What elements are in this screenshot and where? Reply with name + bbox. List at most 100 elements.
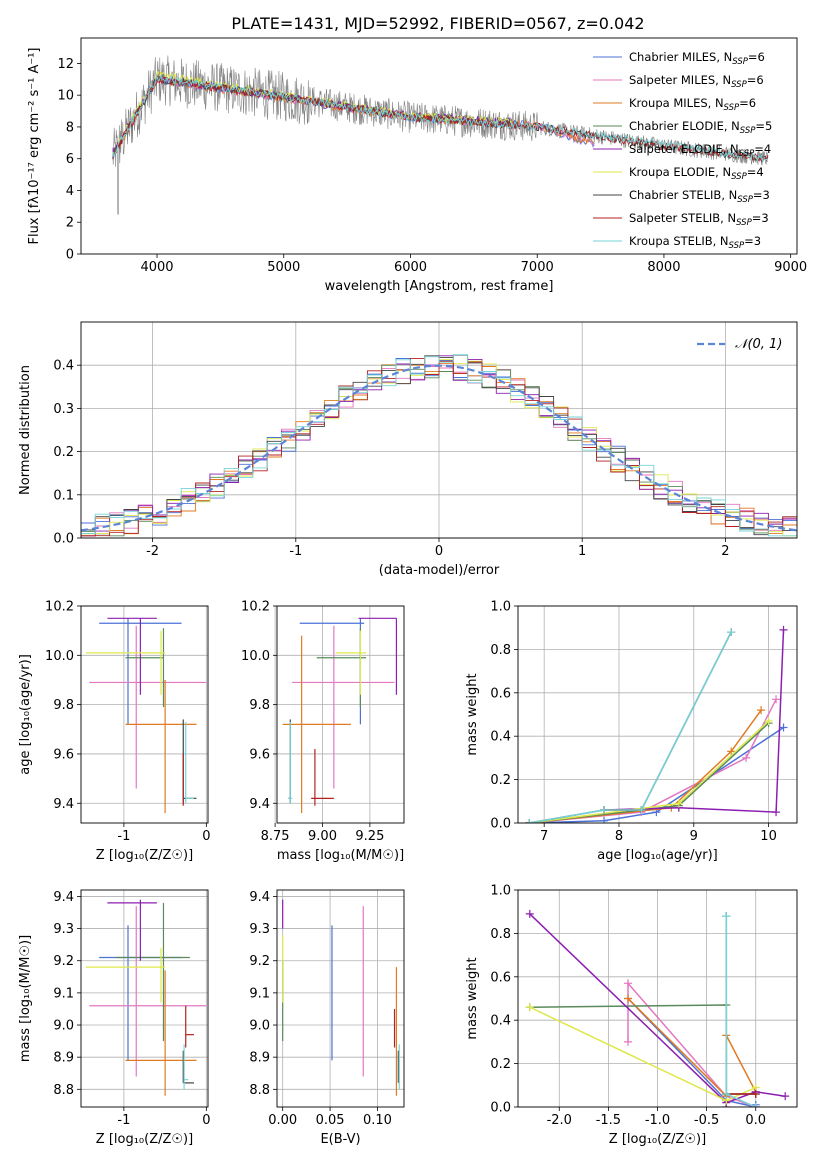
x-tick-label: 9.00 [308,829,337,844]
y-tick-label: 9.6 [249,747,270,762]
mass-weight-marker [781,1092,790,1101]
mass-weight-marker [525,1003,534,1012]
legend-label: Salpeter ELODIE, NSSP=4 [629,142,771,159]
x-tick-label: 0.10 [363,1113,392,1128]
y-tick-label: 0.2 [490,773,511,788]
errorbar-point-3 [125,628,165,708]
panel-age_vs_mass: 8.75 9.00 9.25 9.4 9.6 9.8 10.0 10.2 mass [log₁₀… [241,600,405,863]
legend-label-sub: SSP [740,126,756,136]
legend-label-sub: SSP [731,172,747,182]
y-tick-label: 0.2 [53,445,74,460]
y-axis-label: mass weight [465,957,480,1039]
y-tick-label: 8 [66,120,74,135]
x-tick-label: 8000 [647,260,680,275]
panel-residuals: -2 -1 0 1 2 0.0 0.1 0.2 0.3 0.4 (data-model)/error… [18,321,798,578]
mass-weight-line-1 [627,981,756,1107]
x-tick-label: 9.25 [355,829,384,844]
x-tick-label: -0.5 [694,1113,719,1128]
y-tick-label: 9.4 [53,890,74,905]
x-tick-label: -1 [117,829,130,844]
y-tick-label: 9.4 [53,797,74,812]
y-tick-label: 8.9 [249,1051,270,1066]
legend-label-tail: =5 [755,119,772,133]
grid-massweight_vs_Z [518,889,797,1108]
mass-weight-marker [624,979,633,988]
legend-label-base: Chabrier MILES, N [629,50,732,64]
legend-label-tail: =4 [747,165,764,179]
x-tick-label: 10 [760,829,777,844]
legend-label: Salpeter MILES, NSSP=6 [629,73,764,90]
errorbar-point-5 [85,630,166,695]
mass-weight-marker [772,695,781,704]
x-tick-label: 5000 [267,260,300,275]
normal-legend-label: 𝒩(0, 1) [735,337,782,352]
legend-label-base: Kroupa STELIB, N [629,234,729,248]
x-tick-label: -1.5 [596,1113,621,1128]
legend-label-tail: =4 [754,142,771,156]
y-tick-label: 9.1 [53,986,74,1001]
x-axis-label: (data-model)/error [379,563,500,578]
errorbar-point-7 [311,749,334,806]
errorbar-point-8 [183,1044,189,1090]
legend-label-base: Chabrier STELIB, N [629,188,737,202]
y-tick-label: 9.8 [53,698,74,713]
x-tick-label: -1 [117,1113,130,1128]
y-axis-label: mass weight [465,673,480,755]
y-tick-label: 8.8 [249,1083,270,1098]
x-axis-label: Z [log₁₀(Z/Z☉)] [96,848,193,863]
mass-weight-marker [742,753,751,762]
legend-label-tail: =3 [752,211,769,225]
y-tick-label: 9.0 [249,1019,270,1034]
y-axis-label: mass [log₁₀(M/M☉)] [18,935,33,1062]
x-tick-label: -2.0 [547,1113,572,1128]
mass-weight-marker [779,723,788,732]
x-tick-label: 2 [721,544,729,559]
x-tick-label: 0.0 [745,1113,766,1128]
mass-weight-marker [779,625,788,634]
y-tick-label: 0.4 [490,1014,511,1029]
y-tick-label: 9.2 [249,954,270,969]
y-tick-label: 1.0 [490,600,511,615]
mass-weight-marker [525,909,534,918]
legend-label-base: Salpeter ELODIE, N [629,142,739,156]
legend-label-base: Salpeter MILES, N [629,73,731,87]
axes-frame [80,889,209,1108]
x-tick-label: 8 [615,829,623,844]
x-tick-label: 6000 [394,260,427,275]
panel-mass_vs_Z: -1 0 8.8 8.9 9.0 9.1 9.2 9.3 9.4 Z [log₁₀(Z/Z☉)] m… [18,889,210,1147]
legend-label-tail: =6 [748,50,765,64]
legend-label: Kroupa ELODIE, NSSP=4 [629,165,764,182]
legend-label-sub: SSP [737,195,753,205]
panel-age_vs_Z: -1 0 9.4 9.6 9.8 10.0 10.2 Z [log₁₀(Z/Z☉)] age [… [18,600,210,864]
legend-label-tail: =6 [739,96,756,110]
y-axis-label: Flux [fλ10⁻¹⁷ erg cm⁻² s⁻¹ A⁻¹] [27,48,42,245]
histogram-step-7 [81,358,797,537]
errorbar-point-3 [115,902,190,1042]
x-axis-label: E(B-V) [320,1132,360,1147]
mass-weight-marker [727,747,736,756]
mass-weight-marker [757,706,766,715]
mass-weight-marker [637,805,646,814]
grid-age_vs_Z [81,605,208,823]
legend-label: Salpeter STELIB, NSSP=3 [629,211,769,228]
x-tick-label: 9000 [774,260,807,275]
y-tick-label: 8.9 [53,1051,74,1066]
x-axis-label: mass [log₁₀(M/M☉)] [277,848,404,863]
y-tick-label: 0.6 [490,686,511,701]
mass-weight-marker [772,808,781,817]
errorbar-point-5 [335,630,367,695]
x-tick-label: 7000 [521,260,554,275]
y-tick-label: 10.0 [241,649,270,664]
x-tick-label: 8.75 [261,829,290,844]
mass-weight-marker [624,994,633,1003]
spectrum-model-line-8 [112,74,769,164]
errorbar-point-8 [185,721,194,804]
y-tick-label: 10.2 [241,600,270,615]
x-tick-label: 9 [690,829,698,844]
y-tick-label: 9.2 [53,954,74,969]
mass-weight-marker [764,717,773,726]
legend-label-sub: SSP [736,218,752,228]
panels: 4000 5000 6000 7000 8000 9000024681012wavelen… [18,37,807,1147]
